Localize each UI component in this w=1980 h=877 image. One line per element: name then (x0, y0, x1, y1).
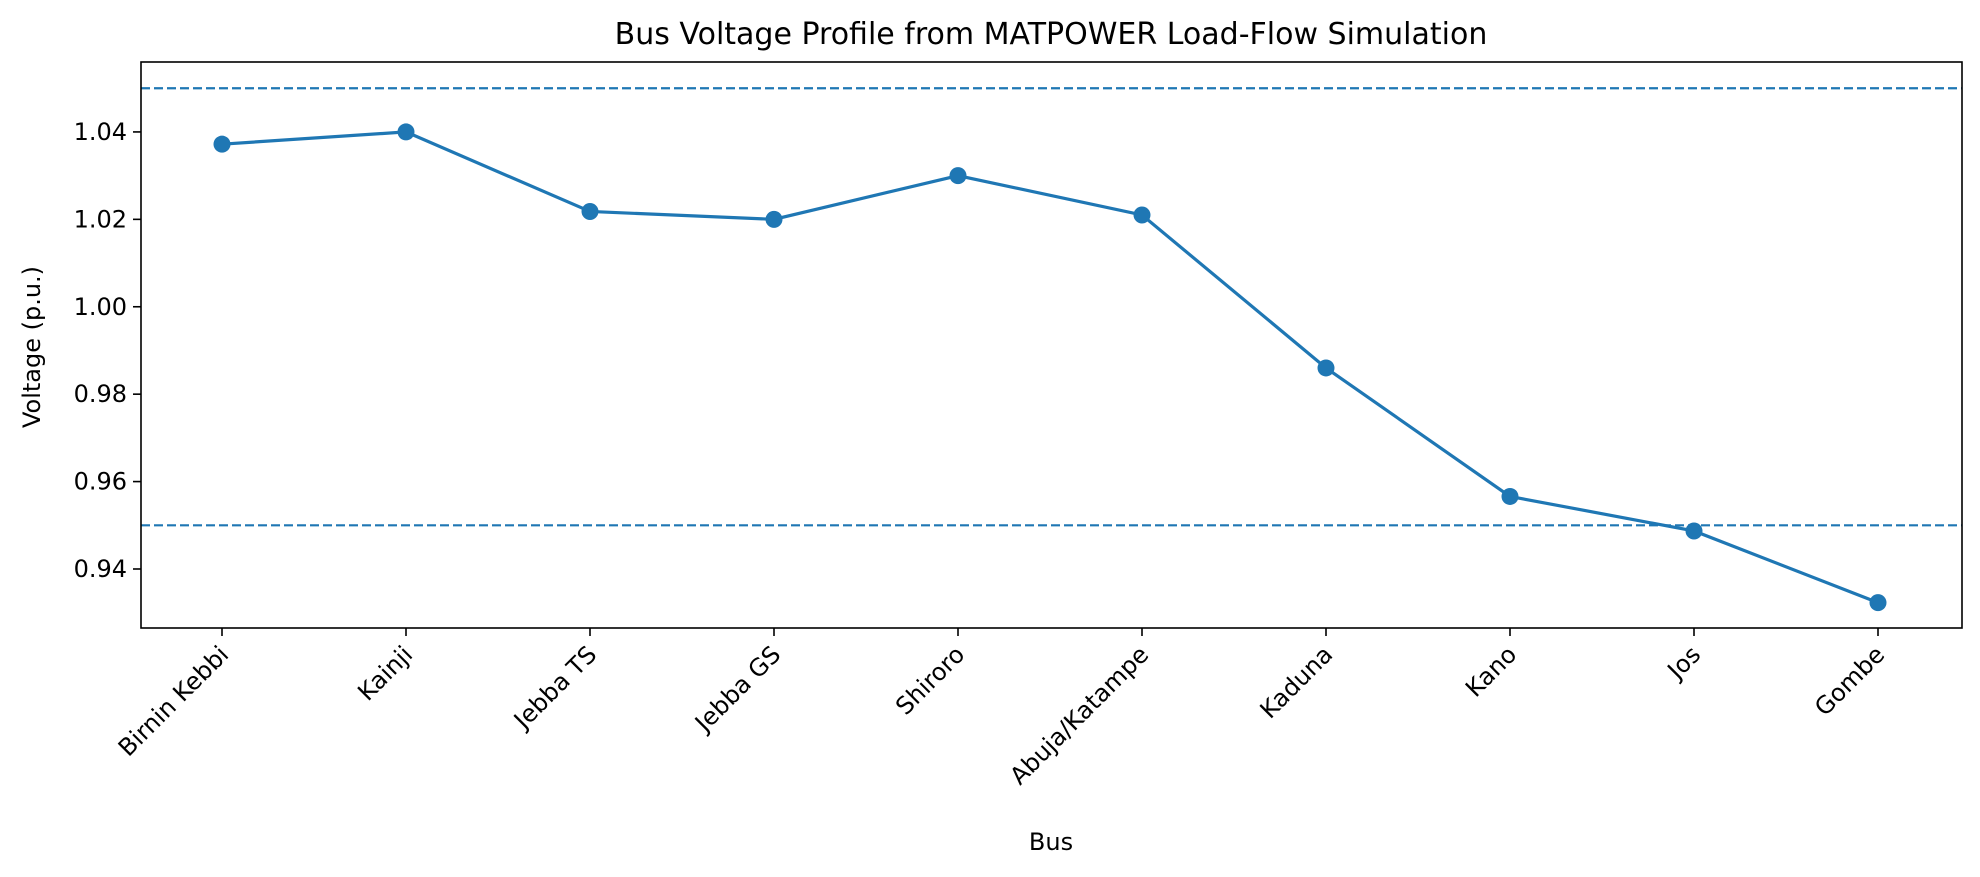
y-tick-label: 0.98 (74, 380, 127, 408)
plot-area: 0.94 0.96 0.98 1.00 1.02 1.04 Birnin Kebbi Kain… (74, 61, 1963, 790)
x-tick-label: Jebba TS (507, 640, 602, 735)
y-tick-label: 0.96 (74, 468, 127, 496)
y-tick-label: 1.04 (74, 118, 127, 146)
data-point (397, 123, 415, 141)
x-tick-label: Abuja/Katampe (1004, 640, 1154, 790)
y-tick-label: 0.94 (74, 555, 127, 583)
data-point (949, 167, 967, 185)
data-point (1869, 594, 1887, 612)
x-tick-label: Kaduna (1255, 640, 1339, 724)
x-tick-label: Jebba GS (688, 640, 786, 738)
series-line (221, 130, 1879, 605)
data-point (1133, 206, 1151, 224)
x-tick-label: Kano (1460, 640, 1522, 702)
x-tick-label: Jos (1661, 640, 1706, 685)
data-point (1501, 487, 1519, 505)
x-axis-label: Bus (1029, 828, 1073, 856)
chart-title: Bus Voltage Profile from MATPOWER Load-F… (615, 17, 1488, 52)
plot-frame (140, 61, 1963, 629)
data-point (213, 135, 231, 153)
data-point (1317, 359, 1335, 377)
y-tick-label: 1.00 (74, 293, 127, 321)
data-point (1685, 522, 1703, 540)
y-axis-label: Voltage (p.u.) (18, 266, 46, 428)
x-tick-label: Birnin Kebbi (113, 640, 234, 761)
y-tick-label: 1.02 (74, 205, 127, 233)
data-point (765, 210, 783, 228)
data-point (581, 202, 599, 220)
x-tick-label: Gombe (1809, 640, 1890, 721)
x-tick-label: Kainji (352, 640, 418, 706)
x-tick-label: Shiroro (890, 640, 970, 720)
